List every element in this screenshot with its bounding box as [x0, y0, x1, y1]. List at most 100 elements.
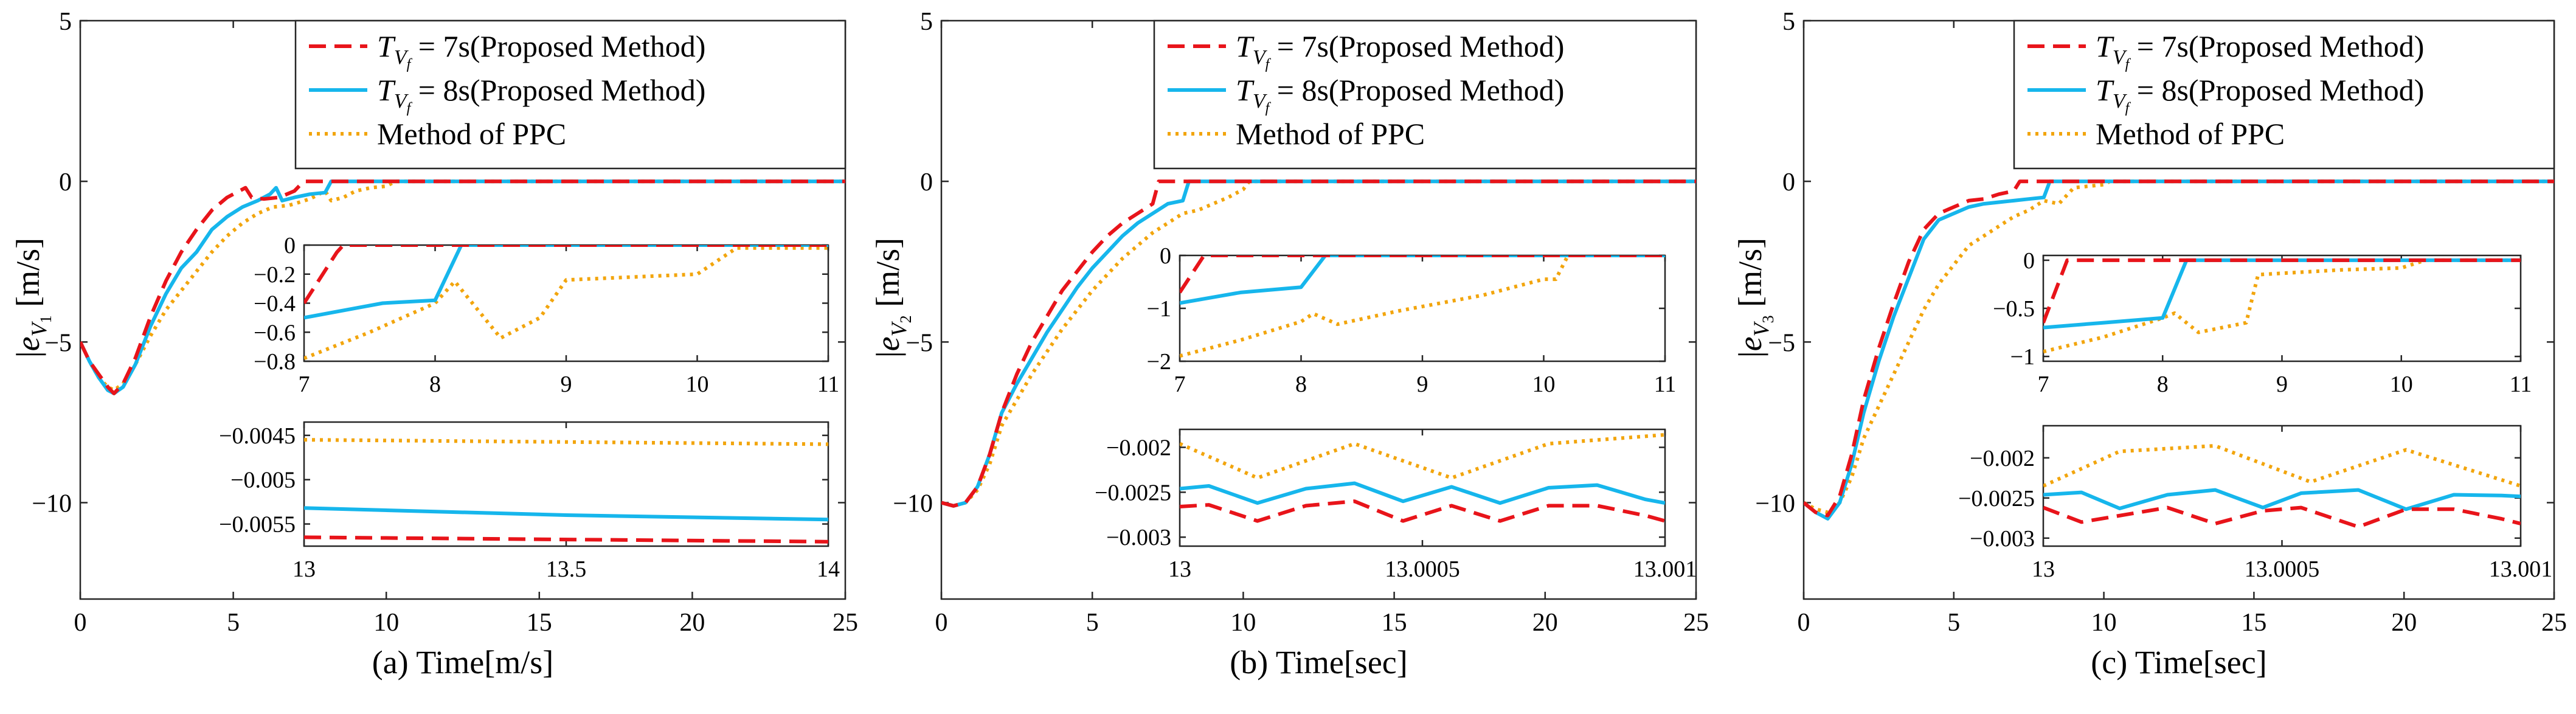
x-tick-label: 25	[2541, 609, 2567, 637]
inset-series-line-2	[304, 438, 828, 446]
inset-x-tick-label: 13	[1168, 556, 1191, 582]
inset-x-tick-label: 7	[299, 372, 310, 397]
inset-x-tick-label: 13.001	[1633, 556, 1697, 582]
inset-y-tick-label: −1	[2010, 344, 2035, 370]
inset-x-tick-label: 10	[686, 372, 709, 397]
inset-y-tick-label: −0.8	[254, 349, 296, 375]
inset-y-tick-label: −2	[1147, 349, 1171, 375]
x-tick-label: 5	[1947, 609, 1960, 637]
x-tick-label: 5	[227, 609, 240, 637]
inset-x-tick-label: 10	[1532, 372, 1556, 397]
x-tick-label: 25	[1683, 609, 1709, 637]
inset-y-tick-label: −0.002	[1106, 435, 1171, 461]
inset-series-line-0	[2043, 505, 2521, 529]
inset-x-tick-label: 11	[2510, 372, 2532, 397]
x-tick-label: 10	[1230, 609, 1256, 637]
inset-x-tick-label: 10	[2390, 372, 2413, 397]
inset-series-line-0	[1180, 499, 1665, 523]
y-tick-label: −5	[1768, 329, 1795, 357]
inset-series-line-0	[304, 535, 828, 544]
legend-c: TVf = 7s(Proposed Method)TVf = 8s(Propos…	[2013, 19, 2555, 170]
x-tick-label: 10	[373, 609, 399, 637]
inset-y-tick-label: −0.0025	[1958, 486, 2035, 511]
inset-y-tick-label: −0.0055	[219, 512, 296, 538]
inset-x-tick-label: 7	[1174, 372, 1186, 397]
panel-a: 0 5 10 15 20 25 −10 −5 0 5 (a) Time[m/s] |eV1 [m/s]…	[10, 8, 858, 681]
inset-x-tick-label: 13	[2032, 556, 2055, 582]
inset-series-line-0	[304, 245, 828, 305]
inset-y-tick-label: −1	[1147, 296, 1171, 322]
x-tick-label: 0	[935, 609, 948, 637]
inset-series-line-2	[2043, 258, 2521, 354]
x-tick-label: 15	[1382, 609, 1407, 637]
inset-series-line-1	[2043, 488, 2521, 511]
inset-y-tick-label: −0.003	[1106, 525, 1171, 550]
inset-series-line-1	[1180, 255, 1665, 305]
inset-series-line-1	[1180, 481, 1665, 505]
inset-y-tick-label: 0	[284, 233, 296, 258]
inset-y-tick-label: −0.5	[1993, 296, 2035, 322]
legend-box	[2013, 19, 2555, 170]
panel-b: 0 5 10 15 20 25−10−505(b) Time[sec]|eV2 [m/s]…	[870, 8, 1709, 681]
inset-c-1: 7 8 9 10 11 0 −0.5 −1	[1993, 248, 2532, 397]
y-tick-label: −5	[44, 329, 72, 357]
panel-c: 0 5 10 15 20 25−10−505(c) Time[sec]|eV3 [m/s]…	[1732, 8, 2567, 681]
legend-box	[294, 19, 847, 170]
x-axis-label: (a) Time[m/s]	[372, 644, 554, 681]
inset-series-line-2	[1180, 255, 1665, 358]
y-tick-label: 5	[920, 8, 933, 36]
y-tick-label: −10	[893, 490, 933, 518]
inset-y-tick-label: −0.005	[230, 468, 296, 493]
y-tick-label: 5	[1782, 8, 1795, 36]
inset-y-tick-label: −0.003	[1970, 526, 2035, 552]
x-tick-label: 5	[1086, 609, 1099, 637]
x-tick-label: 25	[833, 609, 858, 637]
series-line-0	[1804, 179, 2554, 518]
inset-x-tick-label: 8	[2157, 372, 2169, 397]
inset-x-tick-label: 7	[2038, 372, 2049, 397]
x-axis-label: (b) Time[sec]	[1230, 644, 1407, 681]
legend-label-2: Method of PPC	[2096, 117, 2285, 151]
inset-b-1: 7 8 9 10 11 0 −1 −2	[1147, 243, 1677, 397]
legend-label-0: TVf = 7s(Proposed Method)	[377, 29, 705, 72]
inset-x-tick-label: 9	[1417, 372, 1428, 397]
x-tick-label: 15	[2241, 609, 2266, 637]
inset-y-tick-label: 0	[2023, 248, 2035, 274]
legend-a: TVf = 7s(Proposed Method)TVf = 8s(Propos…	[294, 19, 847, 170]
inset-plot-area	[1179, 254, 1666, 362]
x-tick-label: 0	[1798, 609, 1810, 637]
inset-series-line-1	[304, 245, 828, 320]
x-axis-label: (c) Time[sec]	[2091, 644, 2266, 681]
y-tick-label: −5	[905, 329, 933, 357]
inset-y-tick-label: −0.4	[254, 291, 296, 317]
y-tick-label: 0	[920, 168, 933, 196]
x-tick-label: 20	[679, 609, 705, 637]
inset-x-tick-label: 8	[429, 372, 441, 397]
y-tick-label: 5	[59, 8, 72, 36]
y-axis-label: |eV2 [m/s]	[870, 238, 915, 358]
inset-y-tick-label: −0.0045	[219, 423, 296, 449]
series-line-0	[941, 179, 1696, 508]
legend-box	[1153, 19, 1697, 170]
inset-a-1: 7 8 9 10 11 0 −0.2 −0.4 −0.6 −0.8	[254, 233, 839, 397]
inset-a-2: 13 13.5 14 −0.0045 −0.005 −0.0055	[219, 421, 840, 582]
inset-plot-area	[2042, 254, 2522, 362]
x-tick-label: 20	[2391, 609, 2417, 637]
series-line-0	[80, 179, 845, 395]
inset-x-tick-label: 13	[293, 556, 316, 582]
inset-y-tick-label: −0.002	[1970, 446, 2035, 471]
inset-series-line-2	[1180, 432, 1665, 480]
x-tick-label: 15	[527, 609, 552, 637]
inset-y-tick-label: 0	[1160, 243, 1171, 269]
inset-x-tick-label: 13.0005	[1385, 556, 1460, 582]
legend-label-1: TVf = 8s(Proposed Method)	[1236, 73, 1564, 116]
inset-x-tick-label: 13.5	[546, 556, 587, 582]
x-tick-label: 20	[1532, 609, 1558, 637]
legend-label-1: TVf = 8s(Proposed Method)	[377, 73, 705, 116]
legend-label-2: Method of PPC	[377, 117, 566, 151]
y-tick-label: 0	[1782, 168, 1795, 196]
inset-c-2: 13 13.0005 13.001 −0.002 −0.0025 −0.003	[1958, 425, 2552, 582]
legend-b: TVf = 7s(Proposed Method)TVf = 8s(Propos…	[1153, 19, 1697, 170]
inset-x-tick-label: 14	[817, 556, 840, 582]
